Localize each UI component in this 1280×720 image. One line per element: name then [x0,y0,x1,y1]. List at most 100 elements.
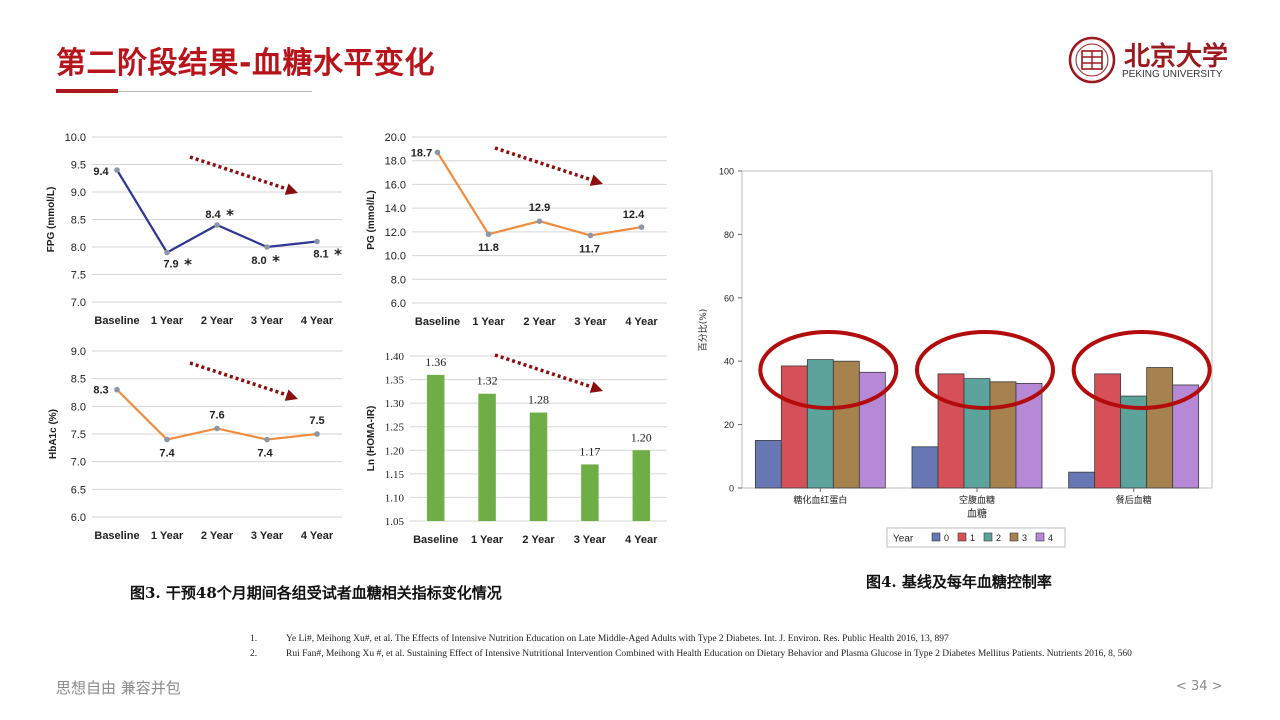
y-tick-label: 1.30 [385,398,405,410]
x-axis-label: 血糖 [967,507,987,520]
data-point [214,222,220,228]
title-underline-accent [56,89,118,93]
x-tick-label: 4 Year [301,315,334,327]
chart-pg: 6.0 8.0 10.0 12.0 14.0 16.0 18.0 20.0 Baseline 1 … [360,125,680,340]
data-point [114,167,120,173]
legend-swatch [1009,532,1019,542]
legend-swatch [931,532,941,542]
data-label: 11.8 [478,242,499,254]
chart-fpg: 7.0 7.5 8.0 8.5 9.0 9.5 10.0 Baseline 1 Year 2 Ye… [40,125,350,340]
y-tick-label: 20.0 [385,132,406,144]
data-label: 1.17 [579,444,600,458]
data-point [314,238,320,245]
y-tick-label: 1.35 [385,375,405,387]
significance-marker: * [184,256,192,274]
fpg-chart-svg: 7.0 7.5 8.0 8.5 9.0 9.5 10.0 Baseline 1 Year 2 Ye… [46,132,342,327]
bar [1146,367,1174,489]
x-tick-label: Baseline [94,530,139,542]
y-axis-label: FPG (mmol/L) [46,187,57,253]
y-tick-label: 16.0 [385,179,406,191]
logo-text-english: PEKING UNIVERSITY [1122,69,1223,80]
y-axis-label: 百分比(%) [697,309,709,352]
chart-control-rate: 0 20 40 60 80 100 百分比(%) 糖化血红蛋白 空腹血糖 餐后血糖 血糖 Year 0 1… [690,155,1250,555]
y-tick-label: 6.0 [391,298,406,310]
x-tick-label: Baseline [413,534,458,546]
x-tick-label: 1 Year [471,534,504,546]
bar [989,381,1017,489]
y-tick-label: 8.0 [391,274,406,286]
x-tick-label: 2 Year [201,315,234,327]
trend-arrow-head [284,389,298,401]
data-label: 7.4 [159,448,175,460]
data-point [214,425,220,432]
highlight-ellipse [758,330,899,410]
highlight-ellipse [1071,330,1212,410]
data-label: 8.3 [93,385,108,397]
y-tick-label: 12.0 [385,227,406,239]
university-logo: 北京大学 PEKING UNIVERSITY [1068,36,1238,86]
y-tick-label: 20 [724,420,734,430]
data-point [638,224,645,230]
bar [832,360,860,489]
x-tick-label: 1 Year [151,315,184,327]
legend-swatch [1035,532,1045,542]
reference-number: 1. [250,634,258,644]
bar [806,359,834,489]
reference-text: Ye Li#, Meihong Xu#, et al. The Effects … [286,634,949,644]
y-tick-label: 1.15 [385,469,405,481]
data-point [164,436,170,443]
x-tick-label: 3 Year [251,530,284,542]
data-label: 7.4 [257,448,273,460]
y-tick-label: 7.0 [71,457,86,469]
data-point [314,431,320,437]
y-tick-label: 6.0 [71,512,86,524]
data-label: 12.9 [529,202,550,214]
bar [632,450,651,521]
y-tick-label: 8.5 [71,374,86,386]
significance-marker: * [226,206,234,224]
significance-marker: * [334,246,342,264]
bar [754,440,782,489]
trend-arrow-line [494,146,596,183]
legend-label: 2 [996,533,1001,543]
bar [780,365,808,489]
y-tick-label: 9.0 [71,187,86,199]
data-point [434,149,441,156]
highlight-ellipse [915,330,1055,410]
legend-label: 3 [1022,533,1027,543]
reference-number: 2. [250,649,258,659]
y-tick-label: 1.05 [385,516,405,528]
data-label: 8.1 [313,249,328,261]
title-underline [118,91,312,92]
y-tick-label: 1.10 [385,492,405,504]
reference-item: 1. Ye Li#, Meihong Xu#, et al. The Effec… [250,632,1260,647]
trend-arrow-line [494,353,596,390]
x-tick-label: 3 Year [251,315,284,327]
bar [581,464,599,521]
legend-title: Year [893,534,914,545]
reference-item: 2. Rui Fan#, Meihong Xu #, et al. Sustai… [250,647,1260,662]
data-label: 18.7 [411,147,432,159]
x-tick-label: Baseline [415,316,460,328]
data-label: 7.6 [209,409,224,421]
y-tick-label: 60 [724,293,734,303]
figure3-caption: 图3. 干预48个月期间各组受试者血糖相关指标变化情况 [130,584,502,602]
y-tick-label: 80 [724,230,734,240]
y-axis-label: Ln (HOMA-IR) [366,406,377,472]
y-tick-label: 1.40 [385,351,405,363]
legend-label: 4 [1048,533,1053,543]
bar [911,446,939,489]
data-label: 1.36 [425,355,446,369]
legend-swatch [957,532,967,542]
y-tick-label: 8.0 [71,242,86,254]
data-point [485,231,492,238]
y-axis-label: HbA1c (%) [48,409,59,459]
data-label: 11.7 [579,243,600,255]
trend-arrow-head [284,183,298,195]
legend-swatch [983,532,993,542]
bar [529,412,548,521]
x-tick-label: 4 Year [301,530,334,542]
bar [478,393,496,521]
data-point [536,218,543,224]
x-tick-label: Baseline [94,315,139,327]
